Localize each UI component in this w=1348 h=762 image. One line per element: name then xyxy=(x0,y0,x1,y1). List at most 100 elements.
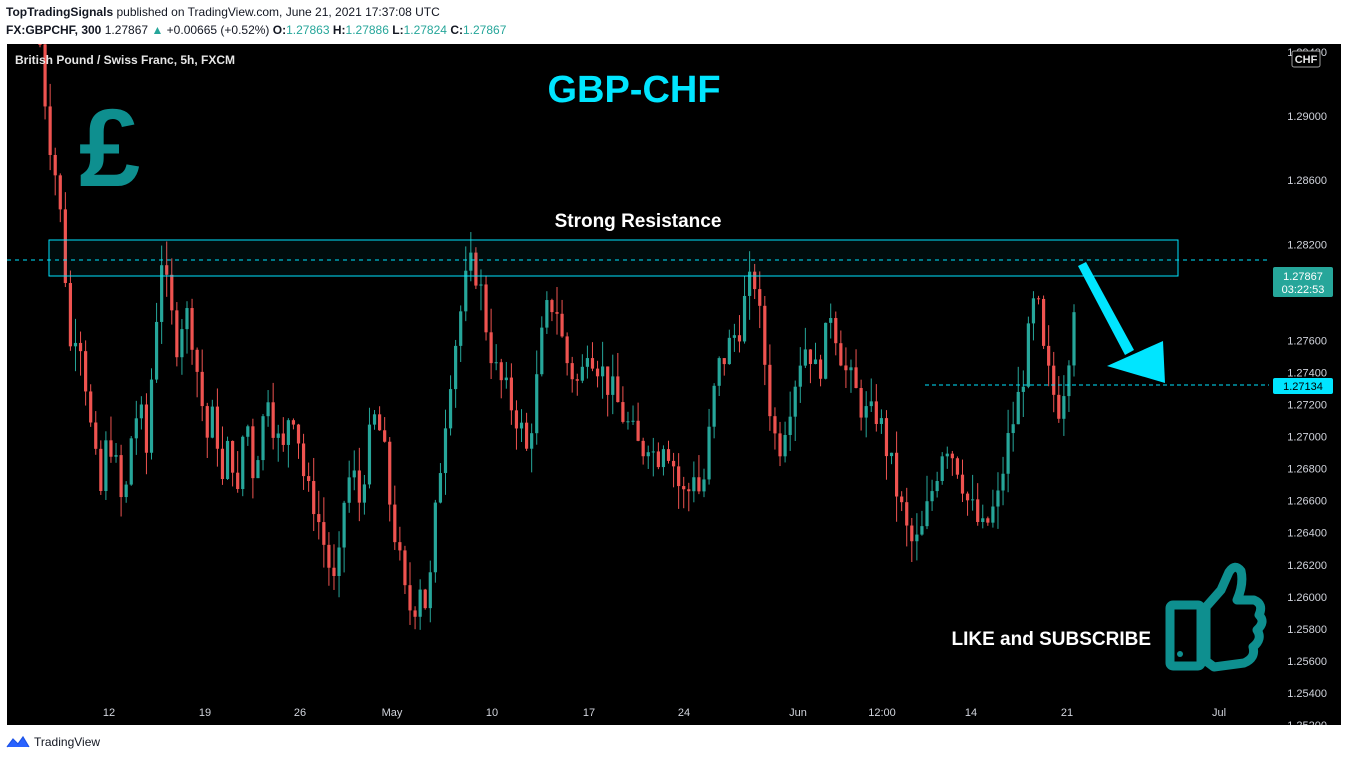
candle-body xyxy=(753,271,757,290)
resistance-label: Strong Resistance xyxy=(555,211,722,232)
candle-body xyxy=(965,493,970,501)
price-tick-label: 1.28600 xyxy=(1287,175,1327,187)
candle-body xyxy=(48,106,52,155)
candle-body xyxy=(869,401,873,407)
candle-body xyxy=(383,430,387,442)
currency-badge: CHF xyxy=(1291,50,1321,68)
candle-body xyxy=(327,544,331,568)
candle-body xyxy=(94,422,98,449)
publisher-name[interactable]: TopTradingSignals xyxy=(6,5,114,19)
candle-body xyxy=(489,332,493,364)
low-value: 1.27824 xyxy=(403,23,447,37)
candle-body xyxy=(393,504,397,543)
price-tick-label: 1.26200 xyxy=(1287,560,1327,572)
candle-body xyxy=(682,486,686,490)
candle-body xyxy=(1021,386,1025,392)
candle-body xyxy=(459,311,463,346)
candle-body xyxy=(524,422,529,449)
tradingview-logo[interactable]: TradingView xyxy=(6,735,100,749)
candle-body xyxy=(377,414,382,431)
price-tick-label: 1.25800 xyxy=(1287,624,1327,636)
candle-body xyxy=(550,300,554,313)
candle-body xyxy=(413,610,417,617)
time-tick-label: Jun xyxy=(789,707,807,719)
candle-body xyxy=(915,534,919,542)
candle-body xyxy=(124,484,128,498)
candle-body xyxy=(570,363,574,380)
candle-body xyxy=(636,420,640,441)
candle-body xyxy=(433,502,437,573)
candle-body xyxy=(935,481,939,492)
candle-body xyxy=(99,448,103,492)
candle-body xyxy=(732,335,737,338)
candle-body xyxy=(884,418,889,457)
candle-body xyxy=(854,367,858,389)
candle-body xyxy=(454,345,458,390)
price-tick-label: 1.26600 xyxy=(1287,496,1327,508)
candle-body xyxy=(63,209,67,284)
candle-body xyxy=(697,477,701,492)
candle-body xyxy=(68,283,73,347)
candle-body xyxy=(585,358,590,367)
countdown-value: 03:22:53 xyxy=(1282,284,1325,296)
candle-body xyxy=(692,477,696,492)
candle-body xyxy=(484,284,488,333)
candle-body xyxy=(818,359,823,379)
published-text: published on TradingView.com, June 21, 2… xyxy=(116,5,440,19)
candle-body xyxy=(742,295,747,342)
candle-body xyxy=(1026,323,1030,387)
candle-body xyxy=(687,489,691,492)
candle-body xyxy=(971,499,975,501)
candle-body xyxy=(1001,473,1005,491)
candle-body xyxy=(763,305,767,365)
candle-body xyxy=(1062,396,1066,419)
resistance-zone[interactable] xyxy=(48,239,1179,277)
candle-body xyxy=(428,572,432,609)
candle-body xyxy=(286,420,290,445)
symbol-label: FX:GBPCHF, 300 xyxy=(6,23,102,37)
chart-area[interactable]: British Pound / Swiss Franc, 5h, FXCM GB… xyxy=(7,29,1341,732)
candle-body xyxy=(1041,298,1046,346)
candles-layer xyxy=(38,29,1076,630)
thumb-dot xyxy=(1177,651,1183,657)
candle-body xyxy=(499,362,503,381)
up-triangle-icon: ▲ xyxy=(151,23,164,37)
candle-body xyxy=(545,300,549,328)
candle-body xyxy=(205,406,209,438)
candle-body xyxy=(200,371,204,407)
candle-body xyxy=(1047,345,1051,366)
tradingview-logo-icon xyxy=(6,735,30,748)
price-chart[interactable]: British Pound / Swiss Franc, 5h, FXCM GB… xyxy=(7,29,1341,732)
price-tick-label: 1.26000 xyxy=(1287,592,1327,604)
candle-body xyxy=(758,289,762,306)
candle-body xyxy=(1016,391,1020,425)
candle-body xyxy=(443,428,448,474)
close-label: C: xyxy=(450,23,463,37)
candle-body xyxy=(590,358,595,369)
candle-body xyxy=(1072,312,1076,366)
currency-badge-text: CHF xyxy=(1295,54,1318,66)
candle-body xyxy=(195,349,199,372)
candle-body xyxy=(778,433,782,457)
candle-body xyxy=(803,349,807,366)
candle-body xyxy=(53,154,57,176)
candle-body xyxy=(58,175,62,210)
candle-body xyxy=(900,496,904,503)
time-axis[interactable]: 12 19 26 May 10 17 24 Jun 12:00 14 21 Jul xyxy=(103,707,1226,719)
candle-body xyxy=(114,455,118,457)
candle-body xyxy=(889,452,894,457)
candle-body xyxy=(813,359,818,365)
price-tick-label: 1.26800 xyxy=(1287,464,1327,476)
candle-body xyxy=(89,391,93,423)
candle-body xyxy=(575,379,579,381)
down-right-arrow-icon xyxy=(1078,262,1165,383)
candle-body xyxy=(362,484,366,503)
candle-body xyxy=(418,589,422,617)
candle-body xyxy=(307,476,311,482)
candle-body xyxy=(560,313,564,337)
time-tick-label: 21 xyxy=(1061,707,1073,719)
candle-body xyxy=(606,366,610,395)
candle-body xyxy=(225,440,230,479)
candle-body xyxy=(312,481,316,515)
candle-body xyxy=(879,418,883,424)
